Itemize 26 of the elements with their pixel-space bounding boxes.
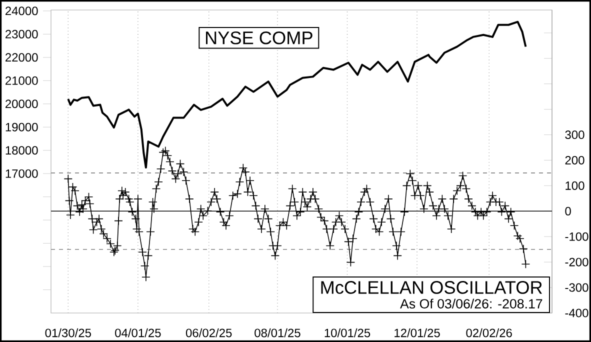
x-tick-label: 10/01/25 <box>324 328 370 338</box>
x-tick-label: 01/30/25 <box>45 328 92 338</box>
x-tick-label: 02/02/26 <box>466 328 512 338</box>
y2-tick-label: 200 <box>565 156 584 164</box>
y-tick-label: 17000 <box>6 169 38 178</box>
series-label: McCLELLAN OSCILLATOR <box>321 281 542 294</box>
y-tick-label: 19000 <box>6 122 38 132</box>
y-tick-label: 20000 <box>6 100 38 108</box>
series-label: NYSE COMP <box>206 31 312 44</box>
x-tick-label: 04/01/25 <box>115 328 161 338</box>
y2-tick-label: -200 <box>565 258 588 266</box>
y2-tick-label: 100 <box>566 181 584 190</box>
x-tick-label: 06/02/25 <box>186 328 232 338</box>
y2-tick-label: 0 <box>565 206 571 216</box>
y2-tick-label: 300 <box>565 130 584 140</box>
y2-tick-label: -100 <box>565 232 588 241</box>
y-tick-label: 21000 <box>6 76 38 85</box>
x-tick-label: 08/01/25 <box>254 328 300 338</box>
y-tick-label: 24000 <box>6 6 38 16</box>
y-tick-label: 23000 <box>6 30 38 38</box>
x-tick-label: 12/01/25 <box>394 328 440 338</box>
y2-tick-label: -400 <box>565 308 588 318</box>
annotation: As Of 03/06/26: -208.17 <box>400 298 542 308</box>
y2-tick-label: -300 <box>565 283 588 292</box>
y-tick-label: 18000 <box>6 146 38 155</box>
y-tick-label: 22000 <box>6 53 38 62</box>
